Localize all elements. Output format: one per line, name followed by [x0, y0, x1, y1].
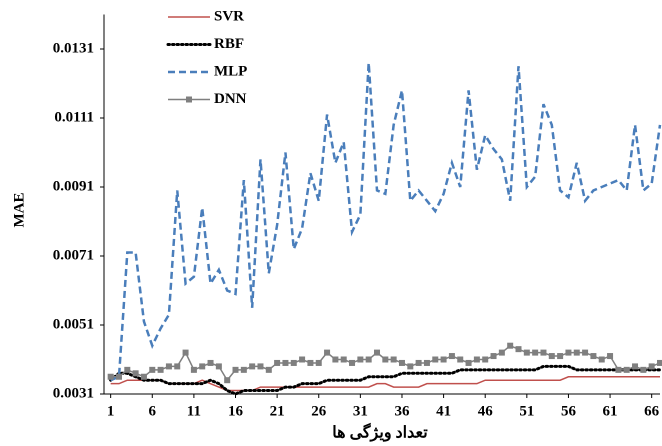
marker [199, 363, 206, 370]
marker [265, 366, 272, 373]
marker [398, 359, 405, 366]
marker [115, 373, 122, 380]
marker [648, 363, 655, 370]
marker [582, 349, 589, 356]
marker [390, 356, 397, 363]
y-tick-label: 0.0031 [53, 385, 94, 401]
marker [232, 366, 239, 373]
marker [498, 349, 505, 356]
marker [523, 349, 530, 356]
y-tick-label: 0.0051 [53, 316, 94, 332]
x-tick-label: 41 [436, 403, 451, 419]
marker [407, 363, 414, 370]
marker [415, 359, 422, 366]
marker [565, 349, 572, 356]
marker [224, 377, 231, 384]
x-tick-label: 16 [228, 403, 244, 419]
legend-label: SVR [214, 8, 244, 24]
marker [282, 359, 289, 366]
marker [490, 353, 497, 360]
marker [324, 349, 331, 356]
marker [598, 356, 605, 363]
x-tick-label: 46 [478, 403, 494, 419]
marker [557, 353, 564, 360]
y-axis-label: MAE [11, 193, 27, 228]
marker [473, 356, 480, 363]
marker [423, 359, 430, 366]
marker [207, 359, 214, 366]
marker [640, 366, 647, 373]
marker [165, 363, 172, 370]
x-axis-label: تعداد ویژگی ها [332, 423, 428, 443]
marker [457, 356, 464, 363]
x-tick-label: 26 [311, 403, 327, 419]
marker [607, 353, 614, 360]
marker [140, 373, 147, 380]
x-tick-label: 51 [519, 403, 534, 419]
legend-marker [186, 96, 192, 103]
legend-label: RBF [214, 36, 244, 52]
y-tick-label: 0.0091 [53, 178, 94, 194]
marker [548, 353, 555, 360]
marker [657, 359, 662, 366]
marker [290, 359, 297, 366]
marker [332, 356, 339, 363]
x-tick-label: 36 [394, 403, 410, 419]
y-tick-label: 0.0071 [53, 247, 94, 263]
legend-label: MLP [214, 63, 247, 79]
marker [240, 366, 247, 373]
x-tick-label: 56 [561, 403, 577, 419]
marker [107, 373, 114, 380]
marker [299, 356, 306, 363]
marker [340, 356, 347, 363]
marker [573, 349, 580, 356]
marker [532, 349, 539, 356]
marker [174, 363, 181, 370]
marker [507, 342, 514, 349]
marker [157, 366, 164, 373]
line [110, 62, 662, 382]
marker [349, 359, 356, 366]
marker [257, 363, 264, 370]
marker [124, 366, 131, 373]
line [110, 376, 660, 392]
marker [149, 366, 156, 373]
x-tick-label: 1 [107, 403, 115, 419]
marker [482, 356, 489, 363]
marker [374, 349, 381, 356]
y-tick-label: 0.0111 [54, 109, 94, 125]
x-tick-label: 61 [603, 403, 618, 419]
x-tick-label: 11 [187, 403, 201, 419]
x-tick-label: 66 [644, 403, 660, 419]
marker [590, 353, 597, 360]
marker [515, 346, 522, 353]
marker [132, 370, 139, 377]
marker [540, 349, 547, 356]
marker [215, 363, 222, 370]
marker [465, 359, 472, 366]
marker [307, 359, 314, 366]
marker [382, 356, 389, 363]
x-tick-label: 21 [270, 403, 285, 419]
marker [448, 353, 455, 360]
marker [274, 359, 281, 366]
x-tick-label: 31 [353, 403, 368, 419]
marker [365, 356, 372, 363]
marker [182, 349, 189, 356]
marker [440, 356, 447, 363]
line [109, 364, 662, 396]
y-tick-label: 0.0131 [53, 40, 94, 56]
x-tick-label: 6 [149, 403, 157, 419]
marker [249, 363, 256, 370]
marker [190, 366, 197, 373]
legend-label: DNN [214, 91, 247, 107]
marker [632, 363, 639, 370]
marker [615, 366, 622, 373]
marker [315, 359, 322, 366]
marker [357, 356, 364, 363]
marker [432, 356, 439, 363]
marker [623, 366, 630, 373]
